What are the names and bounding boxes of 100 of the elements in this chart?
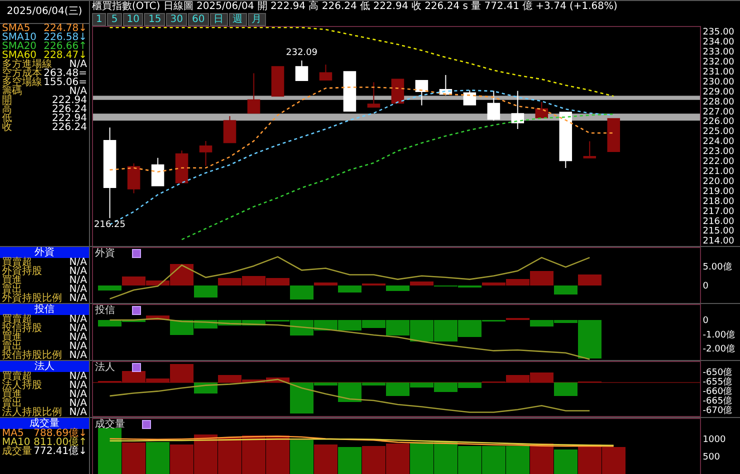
y-tick-label: 234.00 <box>702 38 735 48</box>
text: MA5 <box>2 428 24 439</box>
text: 投信持股 N/A <box>2 323 87 334</box>
chart-title: 外資 <box>0 247 89 258</box>
candlestick <box>295 60 308 81</box>
text: 226.58↓ <box>44 32 87 43</box>
candlestick <box>127 162 140 194</box>
y-tick-label: 225.00 <box>702 127 735 138</box>
y-tick-label: 230.00 <box>702 77 735 88</box>
bar <box>194 285 218 298</box>
text: 籌碼 N/A <box>2 86 87 97</box>
y-tick-label: -655億 <box>702 376 732 388</box>
bar <box>314 282 338 286</box>
y-tick-label: 231.00 <box>702 67 735 78</box>
chart-title: 法人 <box>0 361 89 372</box>
bar <box>578 274 602 286</box>
text: 外資持股比例 N/A <box>2 293 87 304</box>
y-tick-label: 217.00 <box>702 206 735 217</box>
chart-title: 投信 <box>0 304 89 315</box>
y-tick-label: 223.00 <box>702 147 735 158</box>
candlestick <box>607 118 620 152</box>
y-tick-label: 0 <box>702 316 709 326</box>
bar <box>290 440 314 474</box>
bar <box>386 285 410 292</box>
candlestick <box>583 140 596 158</box>
text: 226.66↑ <box>44 41 87 52</box>
candlestick <box>463 90 476 106</box>
y-tick-label: 224.00 <box>702 137 735 148</box>
text: 開 222.94 <box>2 95 87 106</box>
bar <box>290 285 314 300</box>
bar <box>98 428 122 474</box>
candlestick <box>271 66 284 97</box>
text: 788.69億↓ <box>34 428 87 439</box>
candlestick <box>415 80 428 106</box>
text: 低 222.94 <box>2 113 87 124</box>
y-tick-label: -650億 <box>702 366 732 378</box>
y-tick-label: 218.00 <box>702 196 735 207</box>
bar <box>146 442 170 474</box>
bar <box>98 285 122 290</box>
text: 高 226.24 <box>2 104 87 115</box>
y-tick-label: 232.00 <box>702 57 735 68</box>
text: 1 5 10 15 30 60 日 週 月 <box>96 14 262 25</box>
line-series <box>109 436 614 447</box>
y-tick-label: 1000 <box>702 434 726 445</box>
y-tick-label: 226.00 <box>702 117 735 128</box>
y-tick-label: -665億 <box>702 395 732 406</box>
text: 外資持股 N/A <box>2 266 87 277</box>
line-series <box>109 27 614 97</box>
candlestick <box>511 90 524 130</box>
candlestick <box>199 140 212 166</box>
line-series <box>181 113 614 240</box>
legend-title: 2025/06/04(三) <box>0 1 89 24</box>
candlestick <box>151 157 164 186</box>
bar <box>314 444 338 474</box>
y-tick-label: 0 <box>702 282 709 292</box>
y-tick-label: 219.00 <box>702 186 735 197</box>
y-tick-label: 500 <box>702 452 720 463</box>
y-tick-label: 216.00 <box>702 216 735 227</box>
candlestick <box>175 150 188 184</box>
y-axis-title: 成交量 <box>95 419 125 430</box>
bar <box>554 285 578 295</box>
candlestick <box>247 72 260 114</box>
y-tick-label: 235.00 <box>702 28 735 38</box>
text: 收 226.24 <box>2 122 87 133</box>
candlestick <box>319 64 332 80</box>
annotation: 232.09 <box>286 48 318 58</box>
text: 投信持股比例 N/A <box>2 350 87 361</box>
text: 811.00億↑ <box>34 437 87 448</box>
y-axis-title: 法人 <box>95 362 115 373</box>
bar <box>338 285 362 293</box>
text: 成交量 772.41億↓ <box>2 446 87 457</box>
text: SMA10 <box>2 32 37 43</box>
candlestick <box>559 112 572 169</box>
candlestick <box>367 82 380 108</box>
text: SMA20 <box>2 41 37 52</box>
y-tick-label: -660億 <box>702 386 732 397</box>
line-series <box>109 318 590 360</box>
candlestick <box>487 90 500 122</box>
annotation: 216.25 <box>94 220 126 230</box>
bar <box>338 447 362 474</box>
bar <box>554 449 578 474</box>
text: 224.78↓ <box>44 23 87 34</box>
y-tick-label: 227.00 <box>702 107 735 118</box>
y-tick-label: 215.00 <box>702 226 735 237</box>
text: 法人持股比例 N/A <box>2 407 87 418</box>
text: SMA5 <box>2 23 30 34</box>
y-tick-label: 220.00 <box>702 176 735 187</box>
line-series <box>109 438 614 446</box>
y-axis-title: 外資 <box>95 248 115 259</box>
y-tick-label: 228.00 <box>702 97 735 108</box>
y-tick-label: 229.00 <box>702 87 735 98</box>
y-tick-label: 233.00 <box>702 48 735 58</box>
bar <box>530 443 554 474</box>
candlestick <box>103 126 116 219</box>
bar <box>122 442 146 474</box>
y-tick-label: -2.00億 <box>702 344 736 355</box>
line-series <box>109 378 590 413</box>
chart-title: 櫃買指數(OTC) 日線圖 2025/06/04 開 222.94 高 226.24 低 222.94 收 226.24 s 量 772.41 億 +3.74 (+1.68%) <box>92 1 618 13</box>
y-axis-title: 投信 <box>95 305 115 316</box>
line-series <box>109 256 590 300</box>
